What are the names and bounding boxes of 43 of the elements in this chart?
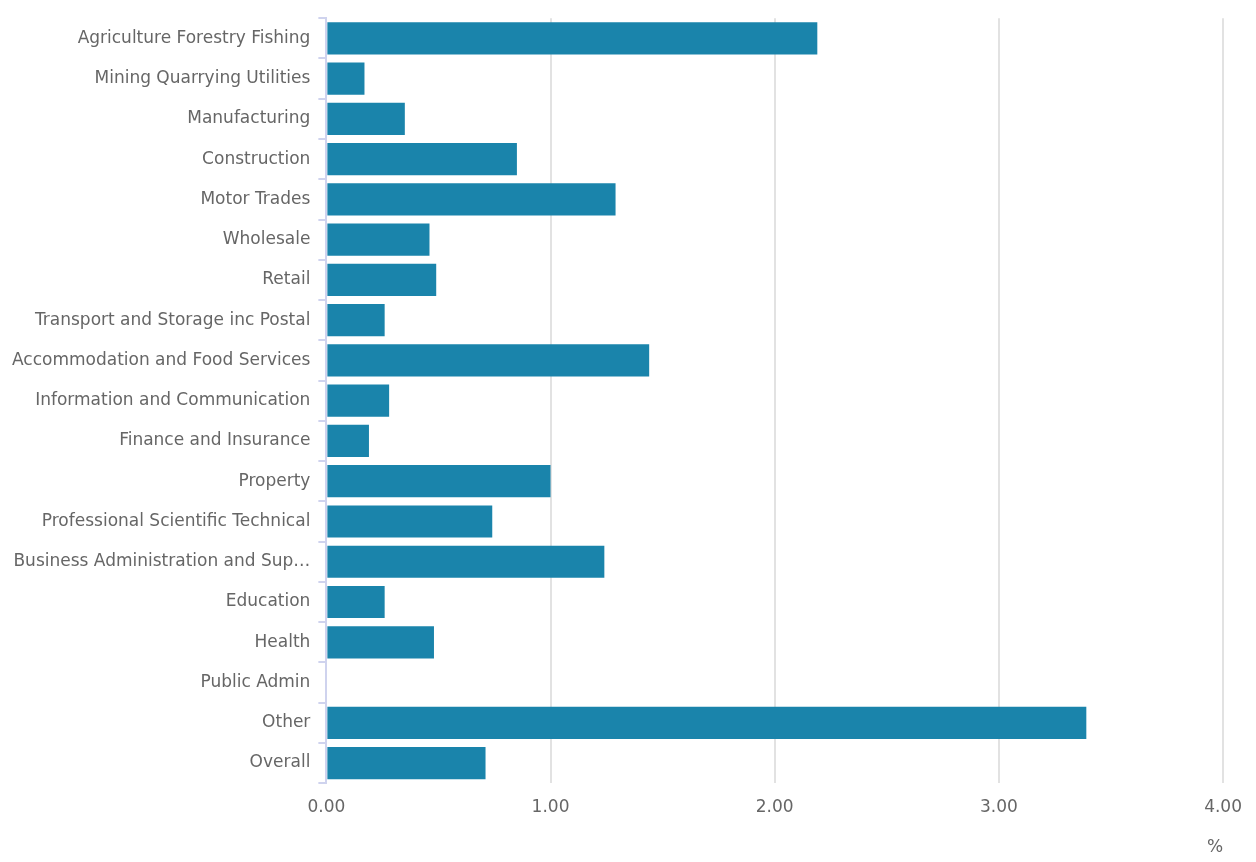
y-tick-label: Information and Communication [35, 389, 311, 410]
bar [327, 22, 818, 55]
y-tick-label: Accommodation and Food Services [11, 348, 311, 369]
bar [327, 304, 385, 337]
y-tick-label: Manufacturing [187, 107, 311, 128]
x-axis-title: % [1206, 836, 1224, 857]
y-tick-label: Professional Scientific Technical [41, 509, 311, 530]
bar [327, 505, 493, 538]
bar [327, 263, 437, 297]
y-tick-label: Other [262, 711, 311, 732]
y-tick-label: Business Administration and Sup… [13, 550, 311, 571]
bar [327, 102, 405, 135]
bar [327, 706, 1087, 739]
y-tick-label: Retail [262, 268, 311, 289]
y-tick-label: Wholesale [222, 228, 311, 249]
bar [327, 465, 551, 498]
x-tick-label: 2.00 [755, 795, 794, 816]
y-tick-label: Mining Quarrying Utilities [94, 67, 311, 88]
bar [327, 545, 605, 578]
y-tick-label: Overall [249, 751, 311, 772]
bar [327, 62, 365, 95]
bar [327, 143, 517, 176]
bar [327, 223, 430, 256]
bar [327, 626, 434, 659]
bar [327, 183, 616, 216]
bar [327, 384, 390, 417]
x-tick-label: 0.00 [307, 795, 346, 816]
x-tick-label: 4.00 [1204, 795, 1242, 816]
bar [327, 424, 369, 458]
y-tick-label: Education [225, 590, 311, 611]
x-tick-label: 1.00 [531, 795, 570, 816]
y-tick-label: Transport and Storage inc Postal [33, 308, 311, 329]
y-tick-label: Agriculture Forestry Fishing [77, 26, 311, 47]
x-tick-label: 3.00 [979, 795, 1018, 816]
y-tick-label: Health [254, 630, 311, 651]
y-tick-label: Public Admin [200, 670, 311, 691]
y-tick-label: Finance and Insurance [119, 429, 311, 450]
y-tick-label: Construction [202, 147, 311, 168]
y-tick-label: Property [238, 469, 311, 490]
bar [327, 585, 385, 619]
bar [327, 344, 650, 377]
y-tick-label: Motor Trades [200, 187, 311, 208]
bar [327, 746, 486, 780]
